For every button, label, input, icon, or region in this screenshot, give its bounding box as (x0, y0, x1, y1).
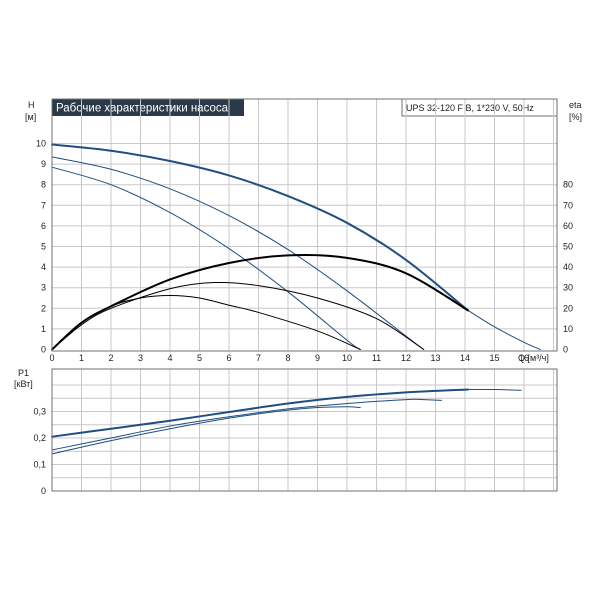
eta-curve-5 (51, 281, 425, 350)
p1-tick-label: 0 (41, 486, 46, 496)
x-tick-label: 1 (79, 353, 84, 363)
p1-curve-1 (467, 388, 522, 391)
bottom-curves (51, 388, 522, 455)
x-tick-label: 9 (315, 353, 320, 363)
x-tick-label: 3 (138, 353, 143, 363)
h-axis-label: H (28, 100, 35, 110)
eta-curve-6 (51, 295, 361, 350)
eta-axis-label: eta (569, 100, 582, 110)
x-tick-label: 14 (460, 353, 470, 363)
bottom-grid (52, 369, 557, 491)
eta-tick-label: 0 (563, 345, 568, 355)
x-tick-label: 2 (108, 353, 113, 363)
p1-tick-label: 0,2 (33, 433, 46, 443)
h-curve-0 (51, 143, 469, 312)
x-axis-label: Q [м³/ч] (518, 353, 549, 363)
h-tick-label: 2 (41, 303, 46, 313)
x-tick-label: 5 (197, 353, 202, 363)
bottom-ticks: 0 0,1 0,2 0,3 (33, 407, 46, 497)
eta-axis-unit: [%] (569, 112, 582, 122)
eta-tick-label: 20 (563, 303, 573, 313)
x-tick-label: 10 (342, 353, 352, 363)
title-box (52, 99, 244, 116)
x-tick-label: 8 (285, 353, 290, 363)
x-tick-label: 4 (167, 353, 172, 363)
h-curve-1 (467, 309, 541, 350)
eta-tick-label: 80 (563, 180, 573, 190)
eta-tick-label: 60 (563, 221, 573, 231)
eta-tick-label: 10 (563, 324, 573, 334)
h-tick-label: 8 (41, 180, 46, 190)
eta-tick-label: 40 (563, 262, 573, 272)
p1-curve-3 (51, 406, 361, 455)
h-tick-label: 5 (41, 242, 46, 252)
h-tick-label: 10 (36, 139, 46, 149)
p1-curve-4 (423, 399, 442, 401)
h-tick-label: 6 (41, 221, 46, 231)
h-tick-label: 0 (41, 345, 46, 355)
p1-axis-label: P1 (18, 368, 29, 378)
h-tick-label: 7 (41, 200, 46, 210)
h-tick-label: 4 (41, 262, 46, 272)
x-tick-label: 11 (372, 353, 381, 363)
h-tick-label: 1 (41, 324, 46, 334)
top-ticks: 0 1 2 3 4 5 6 7 8 9 10 11 12 13 14 15 16Q [м³/ч]01234567… (36, 139, 573, 364)
h-curve-2 (51, 156, 425, 350)
eta-tick-label: 50 (563, 242, 573, 252)
x-tick-label: 13 (430, 353, 440, 363)
x-tick-label: 7 (256, 353, 261, 363)
eta-tick-label: 70 (563, 200, 573, 210)
p1-tick-label: 0,1 (33, 460, 46, 470)
p1-axis-unit: [кВт] (14, 379, 33, 389)
x-tick-label: 16 (519, 353, 529, 363)
p1-curve-2 (51, 398, 425, 451)
top-grid (52, 99, 557, 351)
top-frame (51, 98, 558, 352)
h-axis-unit: [м] (25, 112, 36, 122)
chart-title: Рабочие характеристики насоса (56, 103, 229, 115)
x-tick-label: 0 (49, 353, 54, 363)
h-tick-label: 9 (41, 159, 46, 169)
h-tick-label: 3 (41, 283, 46, 293)
x-tick-label: 6 (226, 353, 231, 363)
x-tick-label: 12 (401, 353, 411, 363)
eta-tick-label: 30 (563, 283, 573, 293)
model-label: UPS 32-120 F B, 1*230 V, 50Hz (406, 103, 534, 113)
x-tick-label: 15 (489, 353, 499, 363)
bottom-frame (51, 368, 558, 492)
top-curves (51, 143, 541, 351)
p1-curve-0 (51, 388, 469, 438)
h-curve-3 (51, 166, 361, 350)
p1-tick-label: 0,3 (33, 407, 46, 417)
